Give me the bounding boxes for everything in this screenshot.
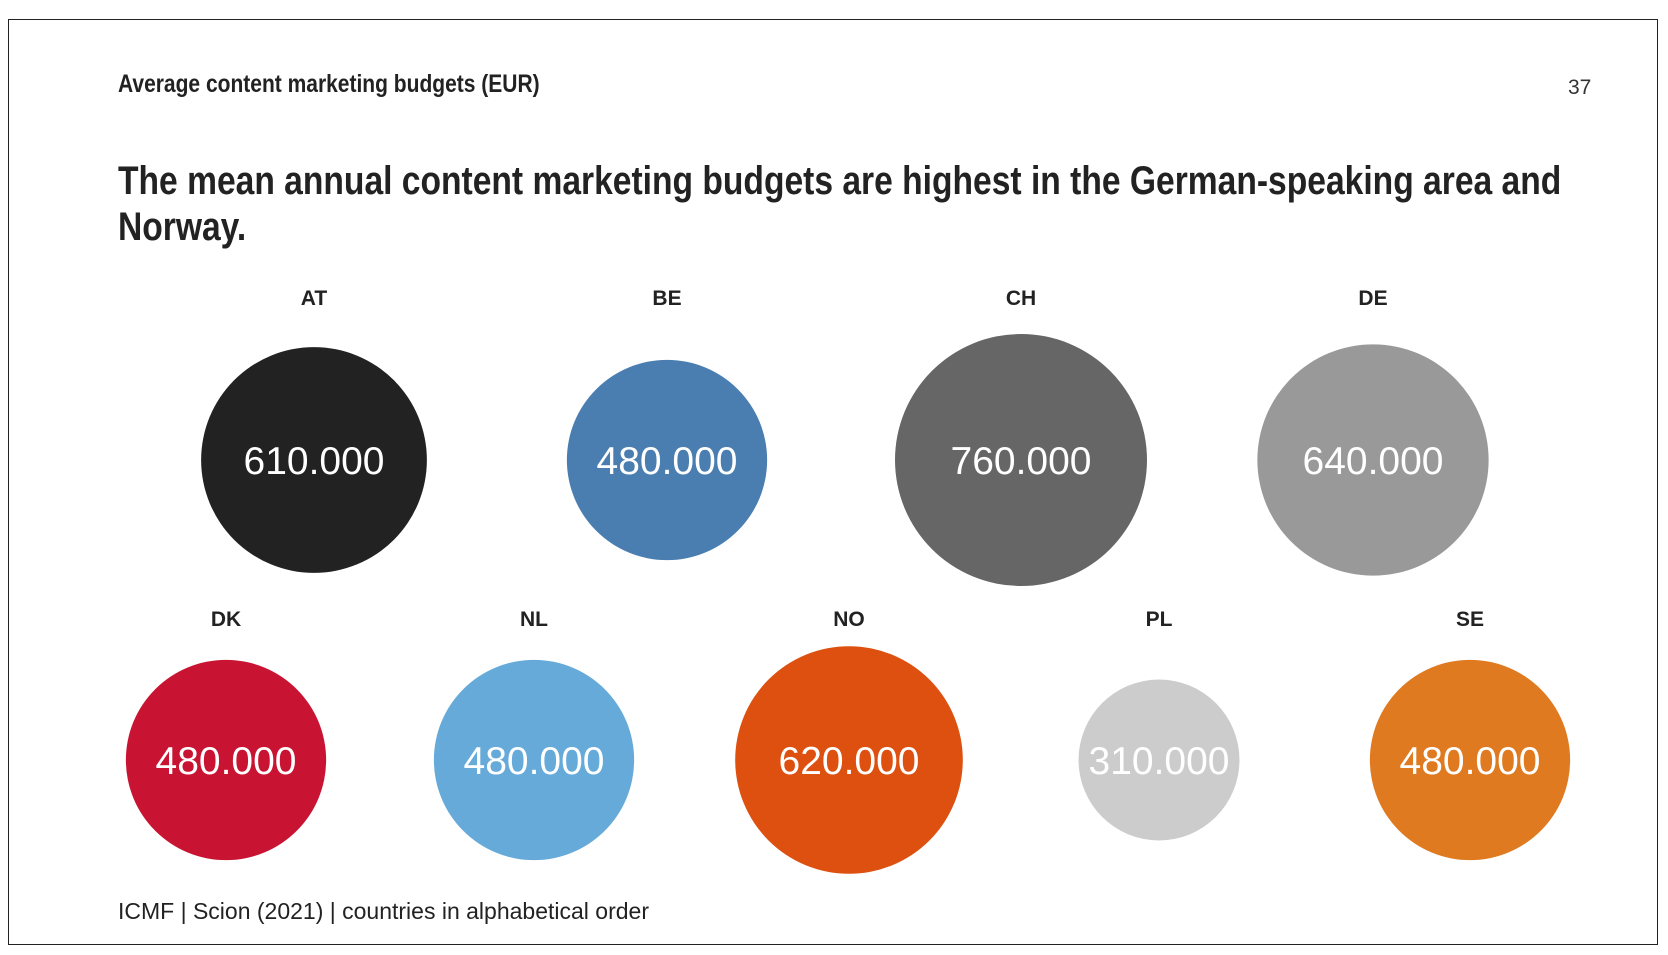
headline: The mean annual content marketing budget…	[118, 159, 1562, 249]
country-label-se: SE	[1456, 608, 1484, 631]
country-label-nl: NL	[520, 608, 548, 631]
value-label-no: 620.000	[779, 740, 920, 783]
bubble-at	[201, 347, 427, 573]
bubble-se	[1369, 659, 1571, 861]
value-label-de: 640.000	[1303, 440, 1444, 483]
value-label-be: 480.000	[597, 440, 738, 483]
bubble-de	[1257, 344, 1489, 576]
section-title: Average content marketing budgets (EUR)	[118, 70, 540, 98]
bubble-ch	[895, 334, 1147, 586]
source-footer: ICMF | Scion (2021) | countries in alpha…	[118, 898, 649, 924]
bubble-pl	[1078, 679, 1240, 841]
bubble-be	[566, 359, 768, 561]
bubble-no	[735, 646, 963, 874]
value-label-se: 480.000	[1400, 740, 1541, 783]
value-label-ch: 760.000	[951, 440, 1092, 483]
country-label-de: DE	[1358, 287, 1387, 310]
country-label-pl: PL	[1146, 608, 1173, 631]
value-label-nl: 480.000	[464, 740, 605, 783]
country-label-dk: DK	[211, 608, 241, 631]
bubble-nl	[433, 659, 635, 861]
country-label-no: NO	[833, 608, 865, 631]
slide-frame	[8, 19, 1658, 945]
bubble-dk	[125, 659, 327, 861]
value-label-dk: 480.000	[156, 740, 297, 783]
value-label-at: 610.000	[244, 440, 385, 483]
value-label-pl: 310.000	[1089, 740, 1230, 783]
country-label-ch: CH	[1006, 287, 1036, 310]
country-label-be: BE	[652, 287, 681, 310]
page-number: 37	[1568, 76, 1592, 99]
country-label-at: AT	[301, 287, 328, 310]
